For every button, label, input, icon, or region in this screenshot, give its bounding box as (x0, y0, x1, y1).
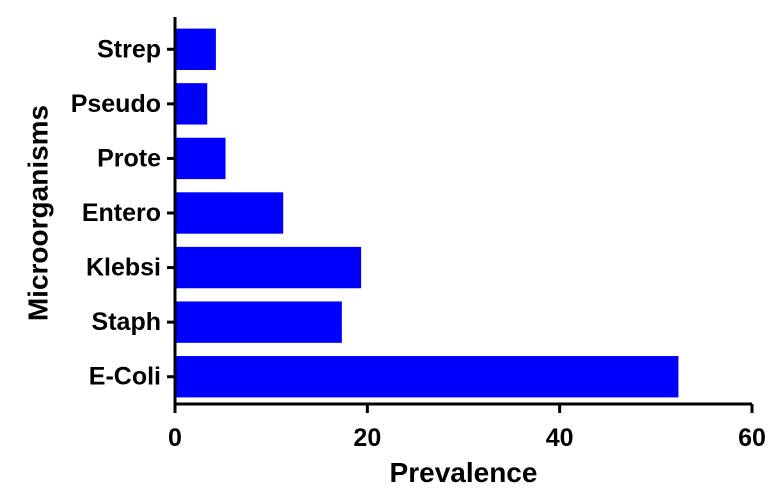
y-tick-label: Pseudo (71, 90, 161, 118)
x-tick-label: 20 (353, 424, 381, 452)
bar-klebsi (174, 246, 362, 289)
x-tick-label: 40 (546, 424, 574, 452)
bar-pseudo (174, 83, 208, 125)
y-tick-label: Staph (92, 308, 161, 336)
bars-group (174, 28, 679, 398)
bar-entero (174, 192, 284, 234)
y-tick-label: Strep (97, 35, 161, 63)
y-axis-title: Microorganisms (23, 105, 54, 321)
y-axis-ticks: E-Coli Staph Klebsi Entero Prote Pseudo Strep (71, 35, 175, 391)
y-tick-label: Prote (97, 144, 161, 172)
bar-staph (174, 301, 342, 343)
bar-e-coli (174, 356, 679, 398)
y-tick-label: Klebsi (86, 254, 161, 282)
bar-strep (174, 28, 216, 70)
x-axis-title: Prevalence (390, 457, 538, 488)
x-axis-ticks: 0 20 40 60 (168, 404, 766, 452)
x-tick-label: 0 (168, 424, 182, 452)
y-tick-label: E-Coli (89, 363, 161, 391)
y-tick-label: Entero (82, 199, 161, 227)
bar-prote (174, 137, 226, 180)
x-tick-label: 60 (738, 424, 766, 452)
